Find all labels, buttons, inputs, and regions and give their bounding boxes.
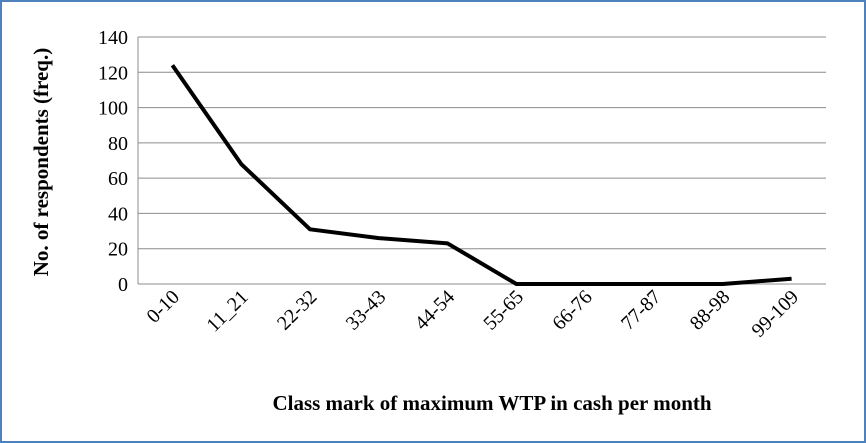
y-axis-label: No. of respondents (freq.)	[29, 48, 53, 276]
y-tick-label: 140	[98, 27, 128, 49]
y-tick-label: 20	[108, 239, 128, 261]
data-line	[170, 64, 792, 286]
y-tick-label: 40	[108, 203, 128, 225]
y-tick-label: 120	[98, 62, 128, 84]
x-axis-label: Class mark of maximum WTP in cash per mo…	[272, 391, 711, 415]
y-tick-label: 100	[98, 98, 128, 120]
y-tick-label: 60	[108, 168, 128, 190]
y-tick-label: 80	[108, 133, 128, 155]
y-tick-label: 0	[118, 274, 128, 296]
